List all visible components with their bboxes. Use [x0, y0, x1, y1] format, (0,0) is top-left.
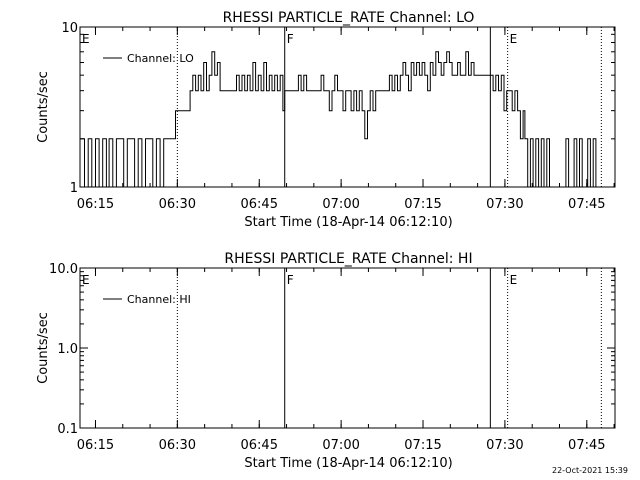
x-tick-label: 07:45 — [568, 197, 605, 212]
event-marker-label: F — [287, 32, 294, 46]
x-tick-label: 07:15 — [404, 197, 441, 212]
event-marker-label: E — [510, 273, 518, 287]
x-tick-label: 06:45 — [241, 438, 278, 453]
x-tick-label: 06:45 — [241, 197, 278, 212]
chart-panel-2: RHESSI PARTICLE_RATE Channel: HI Start Ti… — [36, 251, 616, 471]
y-tick-label: 1.0 — [57, 342, 78, 357]
x-tick-label: 06:15 — [77, 438, 114, 453]
x-tick-label: 06:15 — [77, 197, 114, 212]
legend-label: Channel: HI — [127, 293, 191, 306]
y-tick-label: 0.1 — [57, 422, 78, 437]
y-axis-label: Counts/sec — [36, 71, 51, 143]
chart-title: RHESSI PARTICLE_RATE Channel: LO — [223, 10, 475, 26]
x-tick-label: 06:30 — [159, 197, 196, 212]
x-tick-label: 07:00 — [322, 197, 359, 212]
event-marker-label: E — [82, 273, 90, 287]
x-tick-label: 07:30 — [486, 197, 523, 212]
event-marker-label: E — [82, 32, 90, 46]
x-tick-label: 07:45 — [568, 438, 605, 453]
x-axis-label: Start Time (18-Apr-14 06:12:10) — [244, 456, 452, 471]
x-tick-label: 07:00 — [322, 438, 359, 453]
series-line-channel-lo — [80, 51, 602, 188]
y-tick-label: 10 — [61, 21, 78, 36]
x-tick-label: 06:30 — [159, 438, 196, 453]
plot-frame — [79, 267, 616, 429]
y-tick-label: 1 — [70, 181, 78, 196]
legend-label: Channel: LO — [127, 52, 194, 65]
event-marker-label: E — [510, 32, 518, 46]
chart-title: RHESSI PARTICLE_RATE Channel: HI — [224, 251, 472, 267]
y-tick-label: 10.0 — [49, 262, 78, 277]
chart-panel-1: RHESSI PARTICLE_RATE Channel: LO Start Ti… — [36, 10, 616, 230]
footer-timestamp: 22-Oct-2021 15:39 — [552, 466, 628, 475]
x-tick-label: 07:15 — [404, 438, 441, 453]
x-axis-label: Start Time (18-Apr-14 06:12:10) — [244, 215, 452, 230]
y-axis-label: Counts/sec — [36, 312, 51, 384]
plot-frame — [79, 26, 616, 188]
event-marker-label: F — [287, 273, 294, 287]
x-tick-label: 07:30 — [486, 438, 523, 453]
